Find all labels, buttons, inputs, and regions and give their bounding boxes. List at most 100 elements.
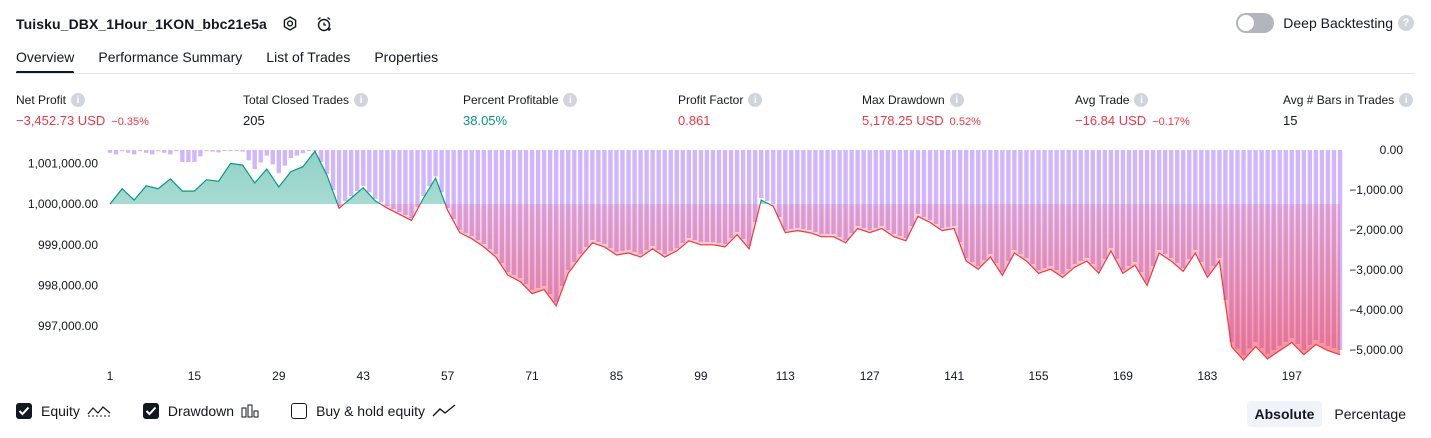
tab-properties[interactable]: Properties bbox=[374, 49, 439, 65]
alert-icon[interactable] bbox=[313, 13, 335, 35]
percentage-button[interactable]: Percentage bbox=[1334, 406, 1406, 422]
drawdown-bar bbox=[632, 150, 637, 252]
metric-net-profit: Net Profit i −3,452.73 USD −0.35% bbox=[16, 93, 149, 128]
y-left-tick-label: 998,000.00 bbox=[38, 279, 98, 293]
drawdown-bar bbox=[264, 150, 269, 156]
tab-bar: Overview Performance Summary List of Tra… bbox=[16, 48, 462, 74]
drawdown-bar bbox=[1169, 150, 1174, 258]
absolute-button[interactable]: Absolute bbox=[1246, 401, 1323, 427]
drawdown-bar bbox=[427, 150, 432, 187]
equity-chart[interactable]: 1,001,000.00 1,000,000.00 999,000.00 998,00… bbox=[0, 140, 1431, 395]
metric-value: −16.84 USD bbox=[1075, 113, 1147, 128]
drawdown-bar bbox=[119, 150, 125, 152]
drawdown-bar bbox=[740, 150, 746, 239]
tab-list-of-trades[interactable]: List of Trades bbox=[266, 49, 351, 65]
drawdown-bars-icon bbox=[241, 404, 259, 418]
drawdown-bar bbox=[939, 150, 945, 228]
buy-hold-checkbox[interactable] bbox=[291, 403, 308, 419]
drawdown-bar bbox=[451, 150, 456, 219]
metric-value: 205 bbox=[243, 113, 265, 128]
drawdown-bar bbox=[879, 150, 884, 226]
drawdown-bar bbox=[421, 150, 426, 196]
drawdown-bar bbox=[234, 150, 239, 151]
deep-backtesting-toggle[interactable] bbox=[1236, 13, 1275, 33]
x-tick-label: 57 bbox=[441, 369, 455, 383]
y-left-tick-label: 997,000.00 bbox=[38, 319, 98, 333]
drawdown-bar bbox=[186, 150, 191, 162]
drawdown-bar bbox=[174, 150, 179, 152]
info-icon[interactable]: i bbox=[71, 93, 86, 107]
drawdown-bar bbox=[367, 150, 372, 193]
drawdown-bar bbox=[891, 150, 896, 234]
metric-value: 15 bbox=[1283, 113, 1298, 128]
drawdown-bar bbox=[988, 150, 993, 254]
x-tick-label: 113 bbox=[776, 369, 795, 383]
metric-label: Max Drawdown bbox=[862, 93, 945, 107]
drawdown-bar bbox=[373, 150, 378, 199]
drawdown-bar bbox=[222, 150, 227, 151]
drawdown-bar bbox=[813, 150, 818, 232]
drawdown-bar bbox=[1156, 150, 1162, 250]
drawdown-bar bbox=[855, 150, 860, 226]
drawdown-bar bbox=[457, 150, 462, 230]
info-icon[interactable]: i bbox=[354, 93, 369, 107]
info-icon[interactable]: i bbox=[1134, 93, 1149, 107]
drawdown-bar bbox=[933, 150, 939, 224]
drawdown-bar bbox=[403, 150, 408, 215]
drawdown-bar bbox=[734, 150, 740, 232]
info-icon[interactable]: i bbox=[1399, 93, 1414, 107]
tab-performance-summary[interactable]: Performance Summary bbox=[98, 49, 243, 65]
drawdown-bar bbox=[240, 150, 245, 152]
drawdown-bar bbox=[336, 150, 342, 206]
drawdown-bar bbox=[349, 150, 354, 196]
x-tick-label: 197 bbox=[1282, 369, 1302, 383]
drawdown-bar bbox=[759, 150, 764, 198]
metric-value: −3,452.73 USD bbox=[16, 113, 106, 128]
drawdown-bar bbox=[493, 150, 499, 254]
drawdown-bar bbox=[680, 150, 685, 243]
drawdown-bar bbox=[801, 150, 806, 229]
drawdown-bar bbox=[385, 150, 390, 206]
drawdown-bar bbox=[710, 150, 716, 242]
drawdown-bar bbox=[1012, 150, 1017, 250]
legend-drawdown[interactable]: Drawdown bbox=[142, 403, 259, 419]
y-right-tick-label: −1,000.00 bbox=[1349, 183, 1403, 197]
metric-label: Profit Factor bbox=[678, 93, 744, 107]
drawdown-checkbox[interactable] bbox=[142, 403, 159, 419]
legend-equity[interactable]: Equity bbox=[16, 403, 111, 419]
equity-checkbox[interactable] bbox=[16, 403, 32, 419]
x-tick-label: 1 bbox=[107, 369, 114, 383]
drawdown-bar bbox=[300, 150, 306, 154]
drawdown-bar bbox=[626, 150, 631, 250]
x-tick-label: 183 bbox=[1197, 369, 1217, 383]
drawdown-bar bbox=[650, 150, 655, 246]
drawdown-bar bbox=[590, 150, 595, 240]
drawdown-bar bbox=[125, 150, 131, 153]
drawdown-bar bbox=[475, 150, 480, 240]
drawdown-bar bbox=[964, 150, 969, 258]
drawdown-bar bbox=[698, 150, 704, 242]
settings-icon[interactable] bbox=[279, 13, 301, 35]
drawdown-bar bbox=[324, 150, 330, 174]
x-tick-label: 169 bbox=[1113, 369, 1133, 383]
legend-buy-hold[interactable]: Buy & hold equity bbox=[291, 403, 456, 419]
info-icon[interactable]: i bbox=[748, 93, 763, 107]
drawdown-bar bbox=[228, 150, 233, 151]
drawdown-bar bbox=[487, 150, 493, 249]
drawdown-bar bbox=[1018, 150, 1023, 254]
drawdown-bar bbox=[355, 150, 360, 191]
x-tick-label: 141 bbox=[944, 369, 964, 383]
drawdown-bar bbox=[150, 150, 155, 155]
help-icon[interactable]: ? bbox=[1398, 15, 1414, 31]
info-icon[interactable]: i bbox=[949, 93, 964, 107]
y-left-tick-label: 999,000.00 bbox=[38, 238, 98, 252]
drawdown-bar bbox=[903, 150, 909, 238]
drawdown-bar bbox=[1217, 150, 1222, 258]
drawdown-bar bbox=[927, 150, 933, 220]
tab-overview[interactable]: Overview bbox=[16, 48, 75, 74]
metric-label: Avg Trade bbox=[1075, 93, 1130, 107]
info-icon[interactable]: i bbox=[563, 93, 578, 107]
drawdown-bar bbox=[831, 150, 836, 234]
drawdown-bar bbox=[777, 150, 782, 217]
drawdown-bar bbox=[951, 150, 957, 226]
